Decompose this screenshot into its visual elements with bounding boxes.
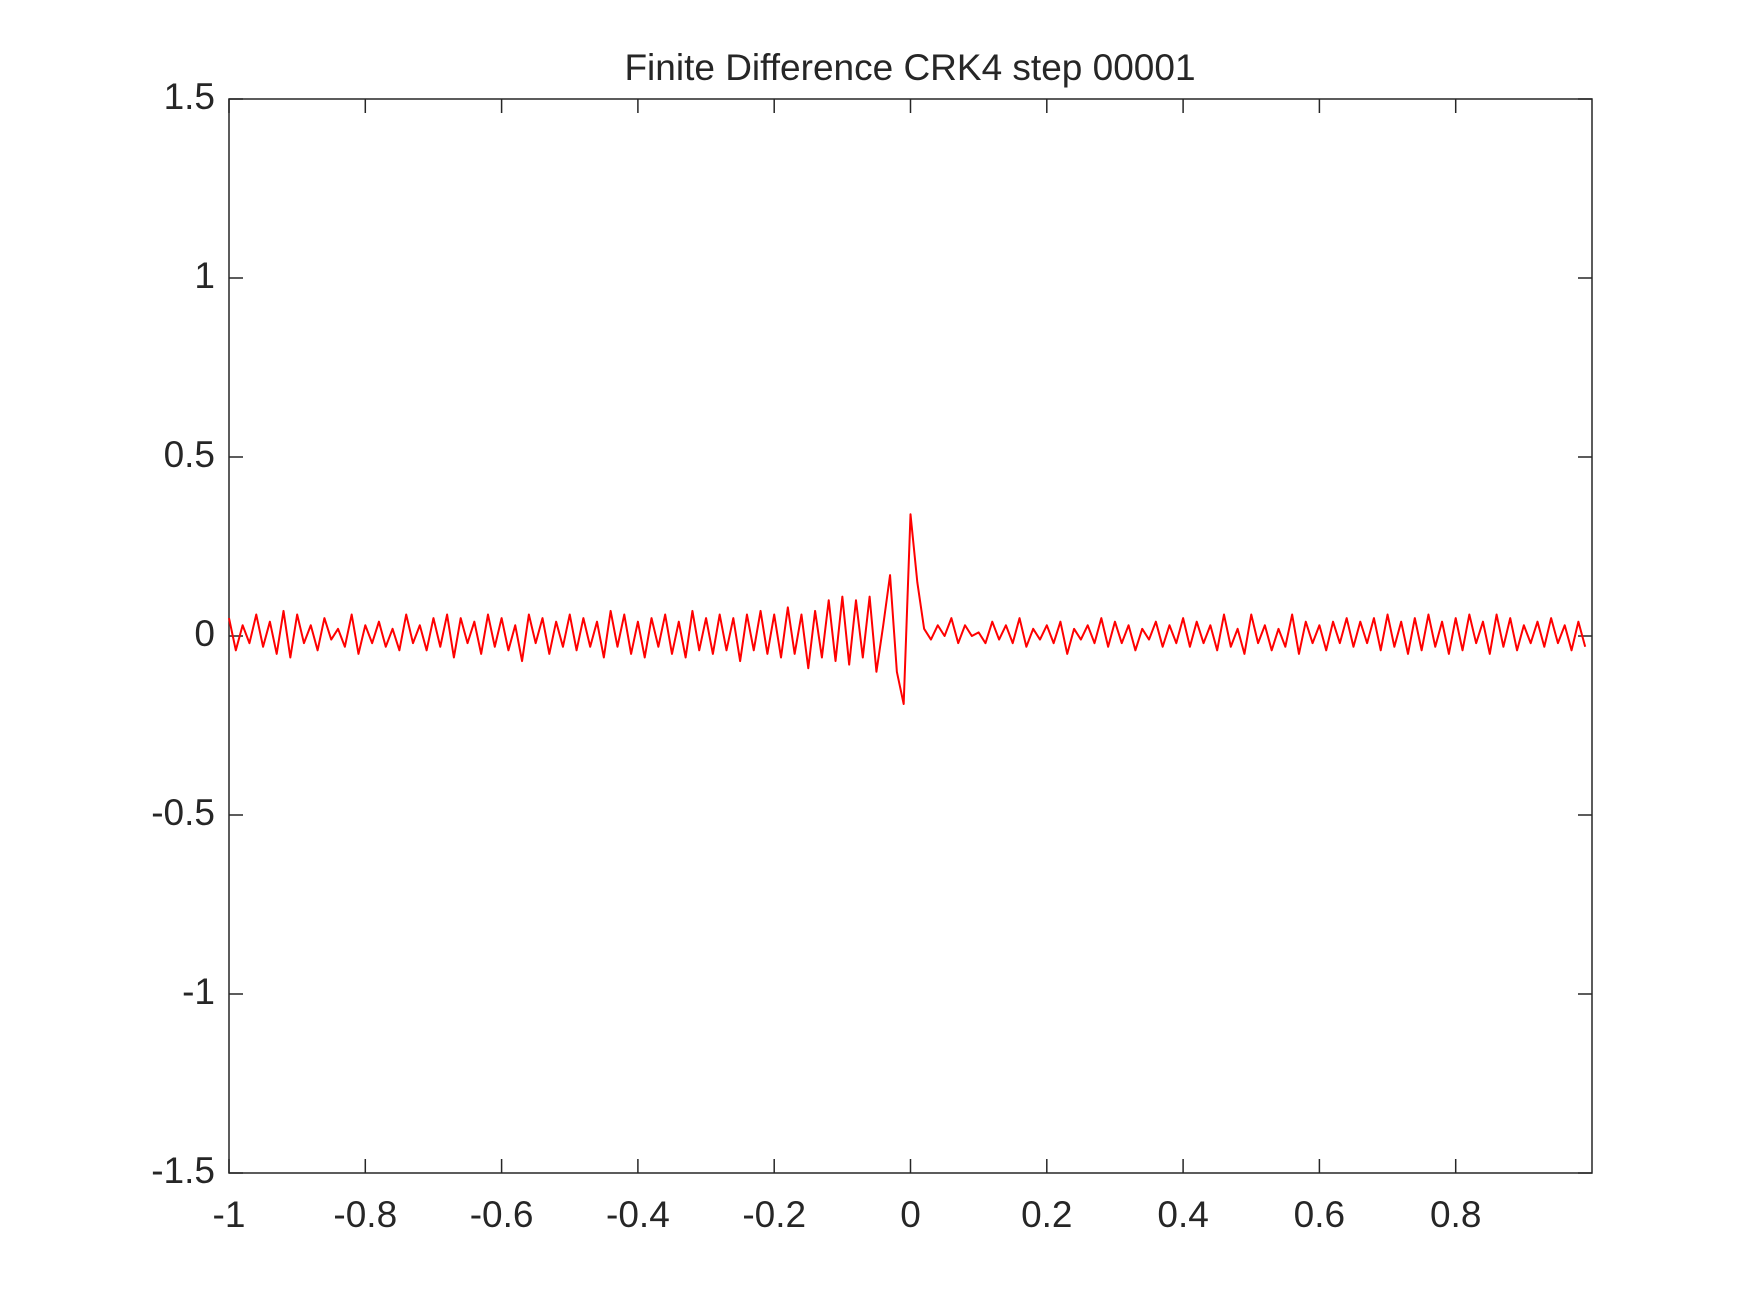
data-line (228, 513, 1587, 706)
x-tick-label: 0.4 (1157, 1194, 1208, 1235)
y-tick-label: -1 (182, 971, 215, 1012)
x-tick-label: 0.8 (1430, 1194, 1481, 1235)
axes-box (228, 98, 1593, 1174)
x-tick-label: -0.8 (333, 1194, 397, 1235)
y-tick-label: 0.5 (164, 434, 215, 475)
y-tick-label: -0.5 (151, 792, 215, 833)
y-tick-label: 1 (194, 255, 215, 296)
x-tick-label: 0.2 (1021, 1194, 1072, 1235)
y-tick-label: 1.5 (164, 76, 215, 117)
y-tick-label: -1.5 (151, 1150, 215, 1191)
x-tick-label: -0.2 (742, 1194, 806, 1235)
x-tick-label: -1 (213, 1194, 246, 1235)
chart-title: Finite Difference CRK4 step 00001 (624, 47, 1195, 88)
x-tick-label: -0.4 (606, 1194, 670, 1235)
x-tick-label: -0.6 (470, 1194, 534, 1235)
x-tick-label: 0.6 (1294, 1194, 1345, 1235)
y-tick-label: 0 (194, 613, 215, 654)
x-tick-label: 0 (900, 1194, 921, 1235)
